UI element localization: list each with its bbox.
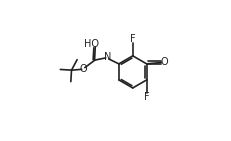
Text: O: O bbox=[160, 58, 167, 68]
Text: O: O bbox=[79, 64, 87, 74]
Text: F: F bbox=[143, 92, 149, 102]
Text: F: F bbox=[129, 34, 135, 44]
Text: HO: HO bbox=[83, 39, 98, 49]
Text: N: N bbox=[103, 52, 111, 62]
